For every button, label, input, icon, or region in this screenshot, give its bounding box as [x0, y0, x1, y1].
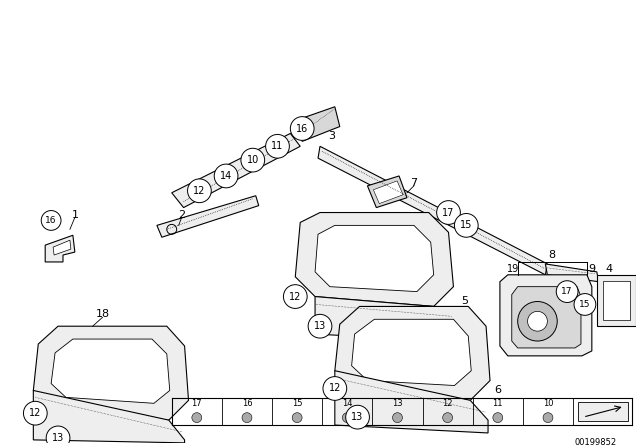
Text: 8: 8: [548, 250, 556, 260]
Text: 15: 15: [579, 300, 591, 309]
Polygon shape: [295, 107, 340, 142]
Text: 17: 17: [191, 399, 202, 408]
Polygon shape: [315, 297, 454, 341]
Polygon shape: [45, 235, 75, 262]
Text: 13: 13: [52, 433, 64, 443]
Text: 19: 19: [507, 264, 519, 274]
Polygon shape: [373, 181, 403, 204]
Polygon shape: [603, 281, 630, 320]
Polygon shape: [512, 287, 581, 348]
Text: 7: 7: [410, 178, 417, 188]
Text: 16: 16: [45, 216, 57, 225]
Polygon shape: [578, 402, 628, 421]
Polygon shape: [318, 146, 547, 275]
Circle shape: [266, 134, 289, 158]
Text: 00199852: 00199852: [575, 438, 616, 447]
Circle shape: [454, 214, 478, 237]
Text: 12: 12: [442, 399, 453, 408]
Circle shape: [527, 311, 547, 331]
Text: 9: 9: [588, 264, 595, 274]
Text: 1: 1: [71, 211, 78, 220]
Circle shape: [543, 413, 553, 422]
Polygon shape: [335, 370, 488, 433]
Circle shape: [284, 284, 307, 308]
Text: 15: 15: [292, 399, 302, 408]
Text: 18: 18: [95, 310, 109, 319]
Circle shape: [192, 413, 202, 422]
Circle shape: [292, 413, 302, 422]
Circle shape: [214, 164, 238, 188]
Circle shape: [46, 426, 70, 448]
Text: 15: 15: [460, 220, 472, 230]
Polygon shape: [335, 306, 490, 401]
Circle shape: [443, 413, 452, 422]
Text: 16: 16: [296, 124, 308, 134]
Circle shape: [291, 116, 314, 140]
Polygon shape: [295, 212, 454, 306]
Text: 14: 14: [220, 171, 232, 181]
Circle shape: [188, 179, 211, 202]
Polygon shape: [157, 196, 259, 237]
Text: 11: 11: [271, 141, 284, 151]
Text: 4: 4: [605, 264, 612, 274]
Text: 10: 10: [246, 155, 259, 165]
Polygon shape: [53, 240, 71, 255]
Polygon shape: [545, 264, 599, 282]
Circle shape: [574, 293, 596, 315]
Circle shape: [346, 405, 369, 429]
Text: 10: 10: [543, 399, 553, 408]
Text: 13: 13: [392, 399, 403, 408]
Text: 12: 12: [29, 408, 42, 418]
Polygon shape: [596, 275, 636, 326]
Text: 16: 16: [242, 399, 252, 408]
Text: 3: 3: [328, 131, 335, 142]
Circle shape: [242, 413, 252, 422]
Polygon shape: [33, 326, 189, 420]
Text: 12: 12: [193, 186, 205, 196]
Text: 17: 17: [561, 287, 573, 296]
Polygon shape: [315, 225, 434, 292]
Text: 2: 2: [178, 211, 185, 220]
Circle shape: [241, 148, 265, 172]
Circle shape: [556, 281, 578, 302]
Circle shape: [518, 302, 557, 341]
Circle shape: [392, 413, 403, 422]
Circle shape: [308, 314, 332, 338]
Polygon shape: [500, 275, 592, 356]
Text: 13: 13: [314, 321, 326, 331]
Text: 6: 6: [495, 385, 501, 396]
Text: 5: 5: [461, 297, 468, 306]
Text: 12: 12: [329, 383, 341, 393]
Polygon shape: [51, 339, 170, 403]
Text: 17: 17: [442, 207, 454, 218]
Text: 13: 13: [351, 412, 364, 422]
Circle shape: [436, 201, 460, 224]
Polygon shape: [367, 176, 407, 207]
Text: 11: 11: [493, 399, 503, 408]
Circle shape: [342, 413, 352, 422]
Polygon shape: [351, 319, 471, 386]
Circle shape: [24, 401, 47, 425]
Polygon shape: [33, 391, 184, 443]
Polygon shape: [172, 134, 300, 207]
Circle shape: [493, 413, 503, 422]
Text: 14: 14: [342, 399, 353, 408]
Text: 12: 12: [289, 292, 301, 302]
Circle shape: [41, 211, 61, 230]
Circle shape: [323, 377, 347, 401]
